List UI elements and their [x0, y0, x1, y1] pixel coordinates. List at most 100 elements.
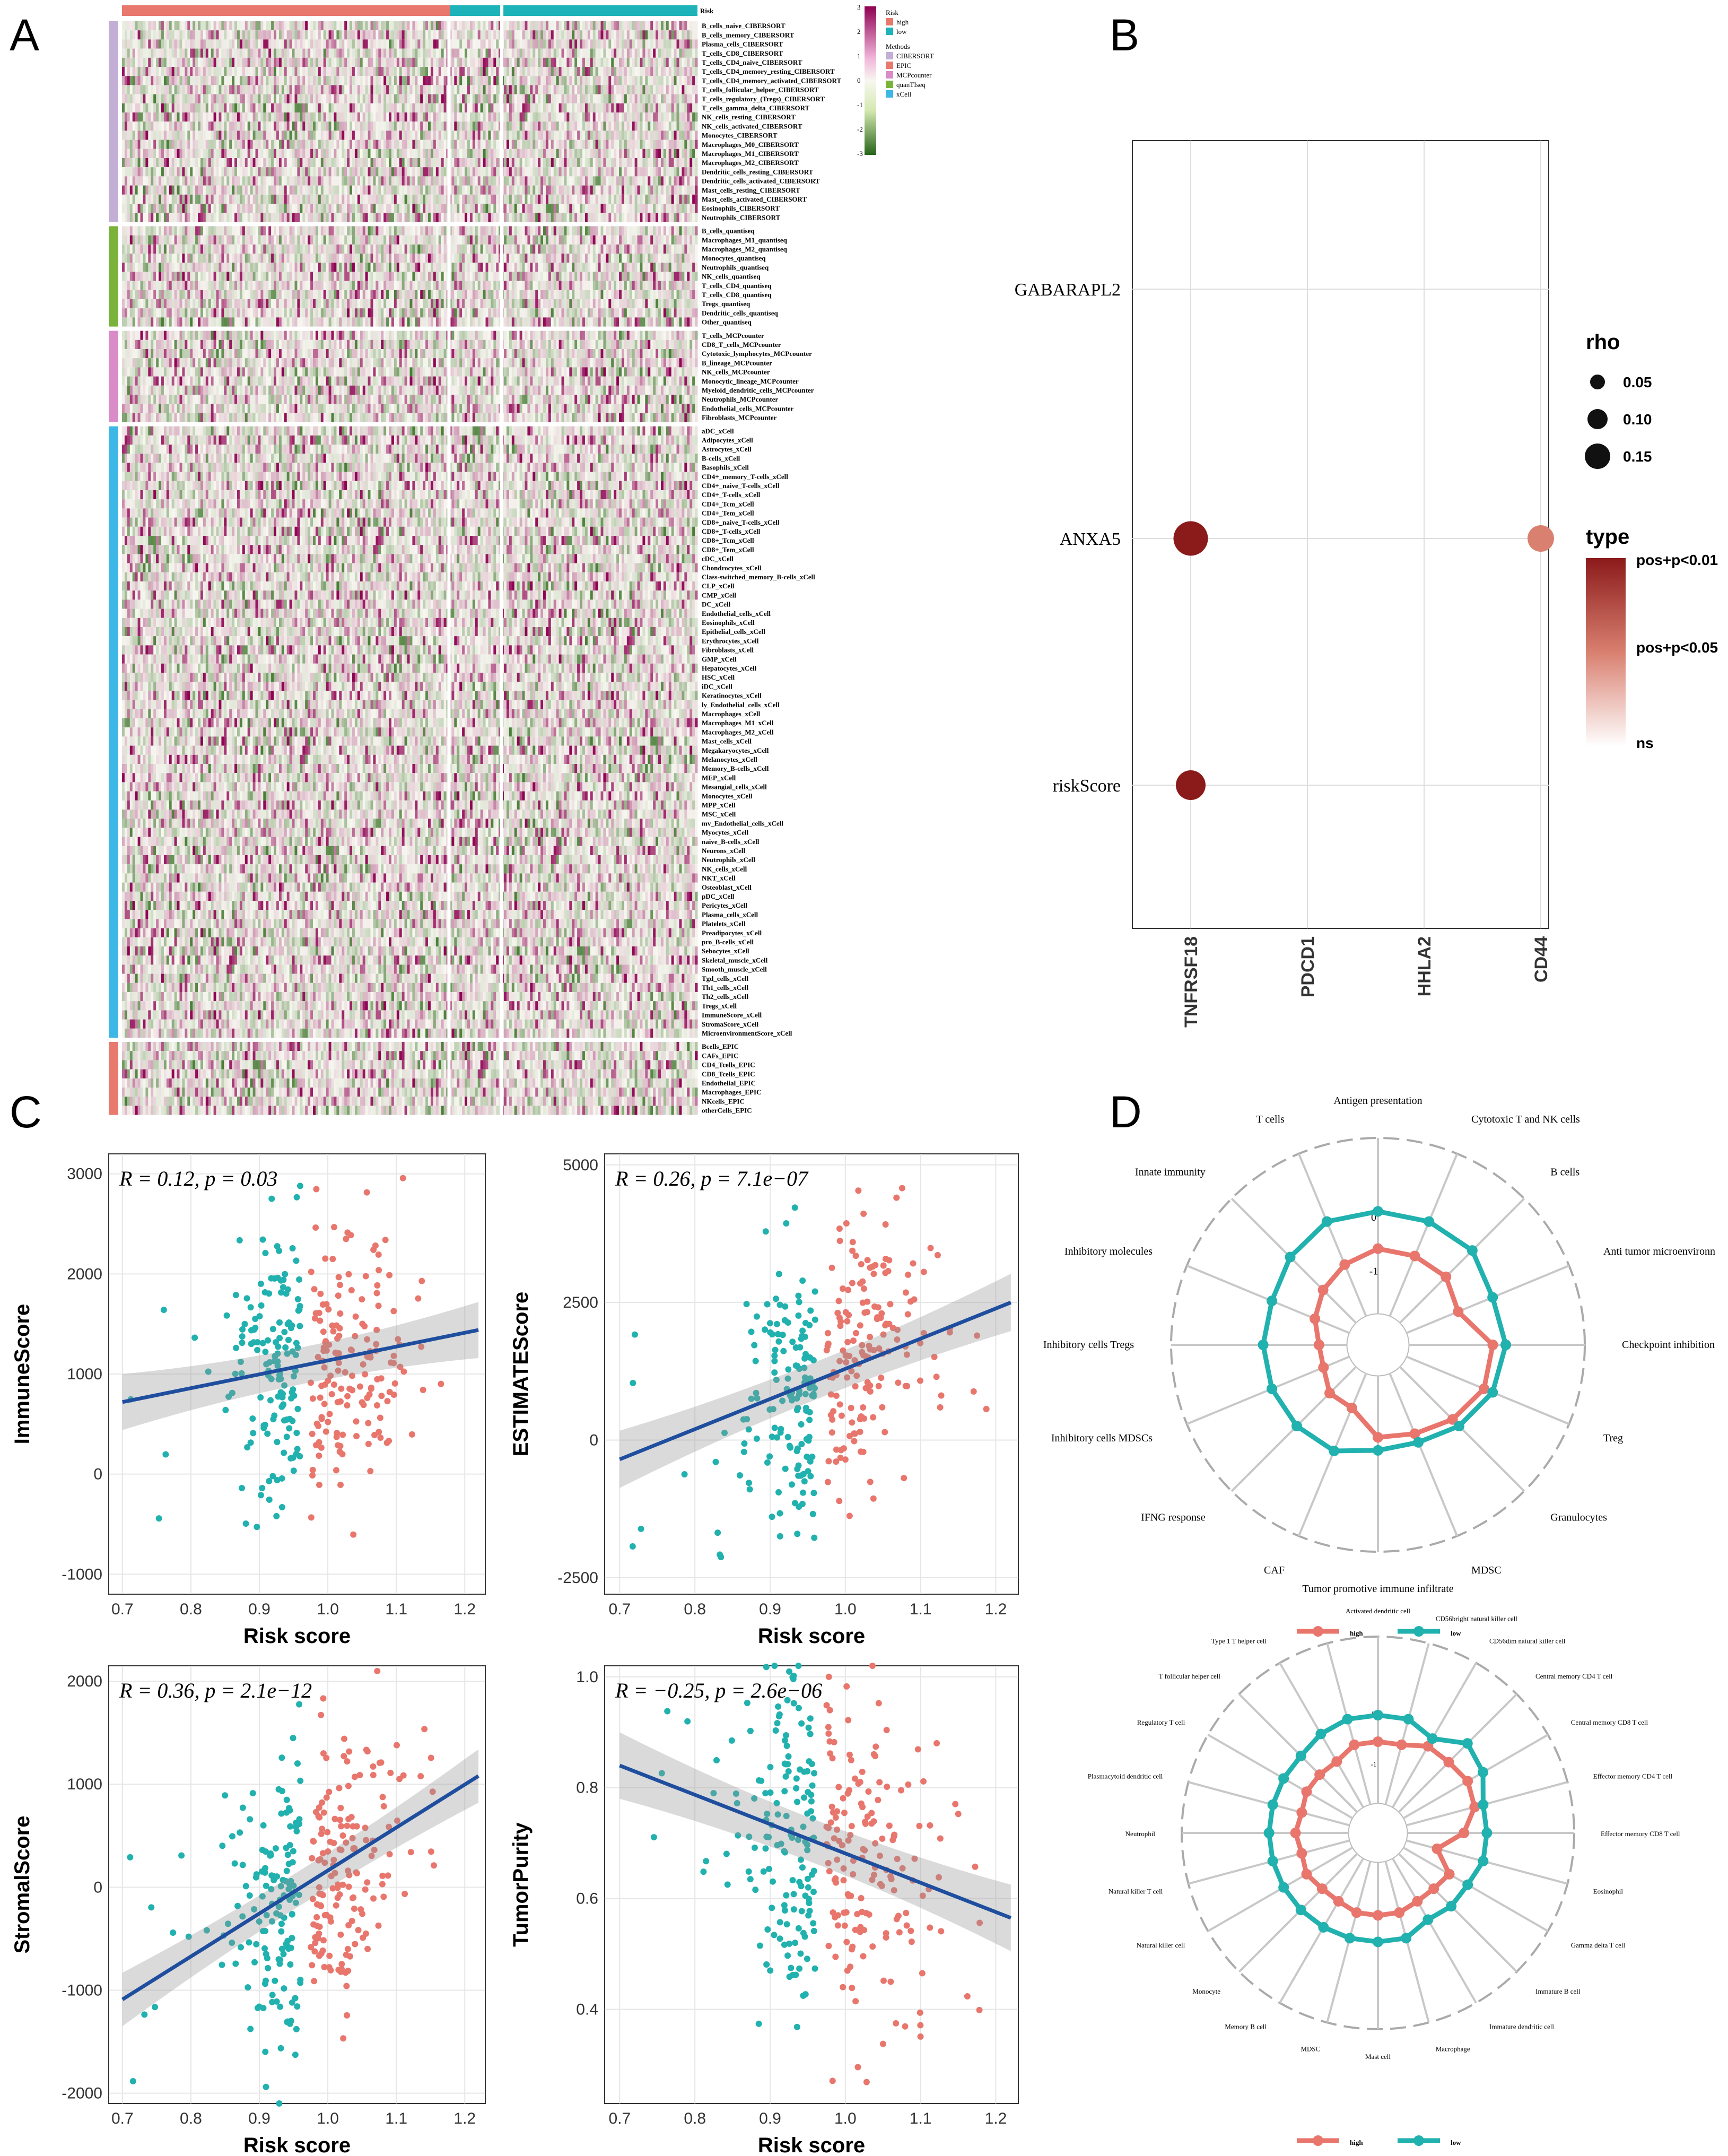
heatmap-cell: [559, 39, 562, 48]
heatmap-cell: [559, 49, 562, 58]
heatmap-cell: [572, 39, 574, 48]
heatmap-cell: [240, 21, 242, 30]
heatmap-cell: [692, 49, 695, 58]
heatmap-cell: [310, 58, 313, 67]
heatmap-cell: [677, 49, 679, 58]
heatmap-cell: [574, 49, 577, 58]
heatmap-cell: [614, 39, 616, 48]
heatmap-cell: [363, 67, 365, 76]
heatmap-cell: [290, 49, 292, 58]
heatmap-cell: [540, 30, 543, 39]
heatmap-cell: [412, 39, 415, 48]
heatmap-cell: [684, 49, 687, 58]
heatmap-cell: [632, 49, 635, 58]
heatmap-cell: [546, 21, 548, 30]
heatmap-cell: [441, 21, 444, 30]
heatmap-cell: [527, 39, 530, 48]
heatmap-cell: [391, 30, 394, 39]
heatmap-cell: [256, 21, 258, 30]
heatmap-cell: [462, 30, 465, 39]
heatmap-cell: [399, 30, 402, 39]
heatmap-cell: [256, 58, 258, 67]
heatmap-cell: [530, 49, 533, 58]
heatmap-cell: [282, 21, 284, 30]
heatmap-cell: [504, 39, 507, 48]
heatmap-row: [122, 58, 698, 67]
heatmap-cell: [352, 49, 355, 58]
heatmap-cell: [596, 58, 598, 67]
heatmap-cells: [122, 21, 698, 1119]
heatmap-cell: [431, 58, 433, 67]
heatmap-cell: [465, 30, 467, 39]
heatmap-cell: [509, 58, 512, 67]
heatmap-cell: [601, 58, 604, 67]
heatmap-cell: [564, 58, 566, 67]
heatmap-cell: [329, 58, 331, 67]
heatmap-cell: [439, 21, 441, 30]
heatmap-cell: [151, 39, 153, 48]
heatmap-cell: [564, 39, 566, 48]
heatmap-cell: [378, 67, 381, 76]
heatmap-cell: [127, 30, 130, 39]
heatmap-cell: [664, 49, 666, 58]
heatmap-cell: [221, 30, 224, 39]
heatmap-cell: [431, 21, 433, 30]
heatmap-cell: [138, 39, 141, 48]
heatmap-cell: [425, 21, 428, 30]
heatmap-cell: [475, 21, 478, 30]
heatmap-cell: [266, 49, 268, 58]
heatmap-cell: [391, 58, 394, 67]
heatmap-cell: [371, 49, 373, 58]
heatmap-cell: [687, 30, 690, 39]
heatmap-cell: [360, 49, 363, 58]
heatmap-cell: [357, 67, 360, 76]
heatmap-cell: [159, 67, 161, 76]
heatmap-cell: [190, 21, 193, 30]
heatmap-cell: [473, 21, 475, 30]
heatmap-cell: [334, 67, 336, 76]
heatmap-cell: [412, 30, 415, 39]
heatmap-cell: [611, 49, 614, 58]
heatmap-cell: [378, 49, 381, 58]
heatmap-cell: [441, 49, 444, 58]
heatmap-cell: [444, 58, 447, 67]
heatmap-cell: [465, 58, 467, 67]
heatmap-cell: [378, 39, 381, 48]
heatmap-cell: [478, 39, 481, 48]
heatmap-cell: [433, 39, 436, 48]
heatmap-cell: [381, 30, 383, 39]
heatmap-cell: [535, 39, 538, 48]
heatmap-cell: [292, 30, 295, 39]
heatmap-cell: [373, 21, 376, 30]
heatmap-cell: [234, 67, 237, 76]
heatmap-cell: [376, 30, 378, 39]
heatmap-cell: [300, 21, 302, 30]
heatmap-cell: [376, 67, 378, 76]
heatmap-cell: [242, 49, 245, 58]
heatmap-cell: [295, 49, 298, 58]
heatmap-cell: [436, 49, 439, 58]
heatmap-cell: [588, 39, 590, 48]
heatmap-cell: [130, 21, 133, 30]
heatmap-cell: [245, 39, 248, 48]
heatmap-cell: [692, 30, 695, 39]
heatmap-cell: [302, 67, 305, 76]
heatmap-cell: [417, 58, 420, 67]
heatmap-cell: [224, 39, 226, 48]
heatmap-cell: [339, 21, 342, 30]
heatmap-cell: [543, 39, 546, 48]
heatmap-cell: [540, 49, 543, 58]
heatmap-cell: [433, 21, 436, 30]
heatmap-cell: [274, 49, 276, 58]
heatmap-cell: [363, 39, 365, 48]
heatmap-cell: [522, 58, 525, 67]
heatmap-cell: [399, 21, 402, 30]
heatmap-cell: [546, 30, 548, 39]
heatmap-cell: [229, 49, 232, 58]
heatmap-cell: [174, 30, 177, 39]
heatmap-cell: [331, 21, 334, 30]
heatmap-cell: [638, 58, 640, 67]
heatmap-cell: [295, 30, 298, 39]
heatmap-cell: [556, 21, 559, 30]
heatmap-cell: [608, 58, 611, 67]
